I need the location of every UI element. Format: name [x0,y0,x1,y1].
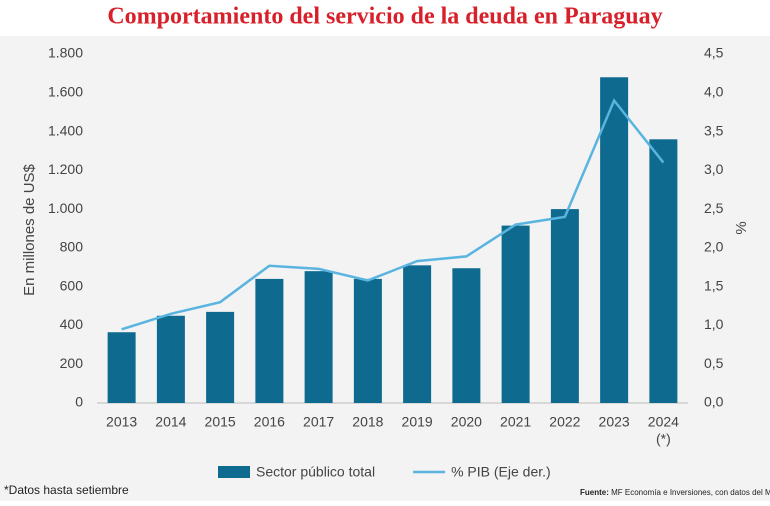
bar [107,332,136,403]
legend-swatch [218,466,250,478]
source-label: Fuente: [580,488,609,497]
bar [156,315,185,403]
y2-tick-label: 1,5 [704,277,724,293]
x-tick-label: 2024 [648,414,679,430]
y2-tick-label: 3,5 [704,122,724,138]
bar [600,77,629,404]
source: Fuente: MF Economía e Inversiones, con d… [580,488,770,497]
x-tick-label: 2023 [599,414,630,430]
y2-tick-label: 0,0 [704,394,724,410]
y-tick-label: 200 [60,355,84,371]
chart-title: Comportamiento del servicio de la deuda … [107,4,662,30]
x-tick-label: 2017 [303,414,334,430]
y2-tick-label: 0,5 [704,355,724,371]
bar [304,271,333,403]
x-tick-label: 2016 [254,414,285,430]
y2-tick-label: 2,0 [704,239,724,255]
x-tick-label: 2022 [549,414,580,430]
bar [353,278,382,403]
x-tick-label: 2015 [205,414,236,430]
source-text: MF Economía e Inversiones, con datos del… [611,488,770,497]
x-tick-label: 2018 [352,414,383,430]
y2-tick-label: 4,5 [704,45,724,61]
legend-label: % PIB (Eje der.) [451,464,551,480]
x-tick-label: 2021 [500,414,531,430]
x-tick-label: 2013 [106,414,137,430]
y-tick-label: 1.200 [48,161,83,177]
y-axis-label: En millones de US$ [21,163,38,295]
y2-tick-label: 4,0 [704,83,724,99]
bar [649,139,678,404]
y-tick-label: 1.000 [48,200,83,216]
y-tick-label: 1.400 [48,122,83,138]
y-tick-label: 800 [60,239,84,255]
y-tick-label: 1.800 [48,45,83,61]
bar [550,209,579,403]
line [121,98,665,331]
x-tick-note: (*) [656,431,671,447]
bar [501,225,530,403]
y-tick-label: 600 [60,277,84,293]
y2-tick-label: 3,0 [704,161,724,177]
bar [255,278,284,403]
y2-tick-label: 1,0 [704,316,724,332]
x-tick-label: 2014 [155,414,186,430]
x-tick-label: 2019 [402,414,433,430]
y2-tick-label: 2,5 [704,200,724,216]
y-tick-label: 400 [60,316,84,332]
bar [452,268,481,403]
legend-label: Sector público total [256,464,375,480]
bar [206,311,235,403]
y-tick-label: 1.600 [48,83,83,99]
y2-axis-label: % [733,221,750,234]
bar [403,265,432,403]
x-tick-label: 2020 [451,414,482,430]
footnote: *Datos hasta setiembre [4,483,129,497]
panel [0,36,770,501]
y-tick-label: 0 [75,394,83,410]
